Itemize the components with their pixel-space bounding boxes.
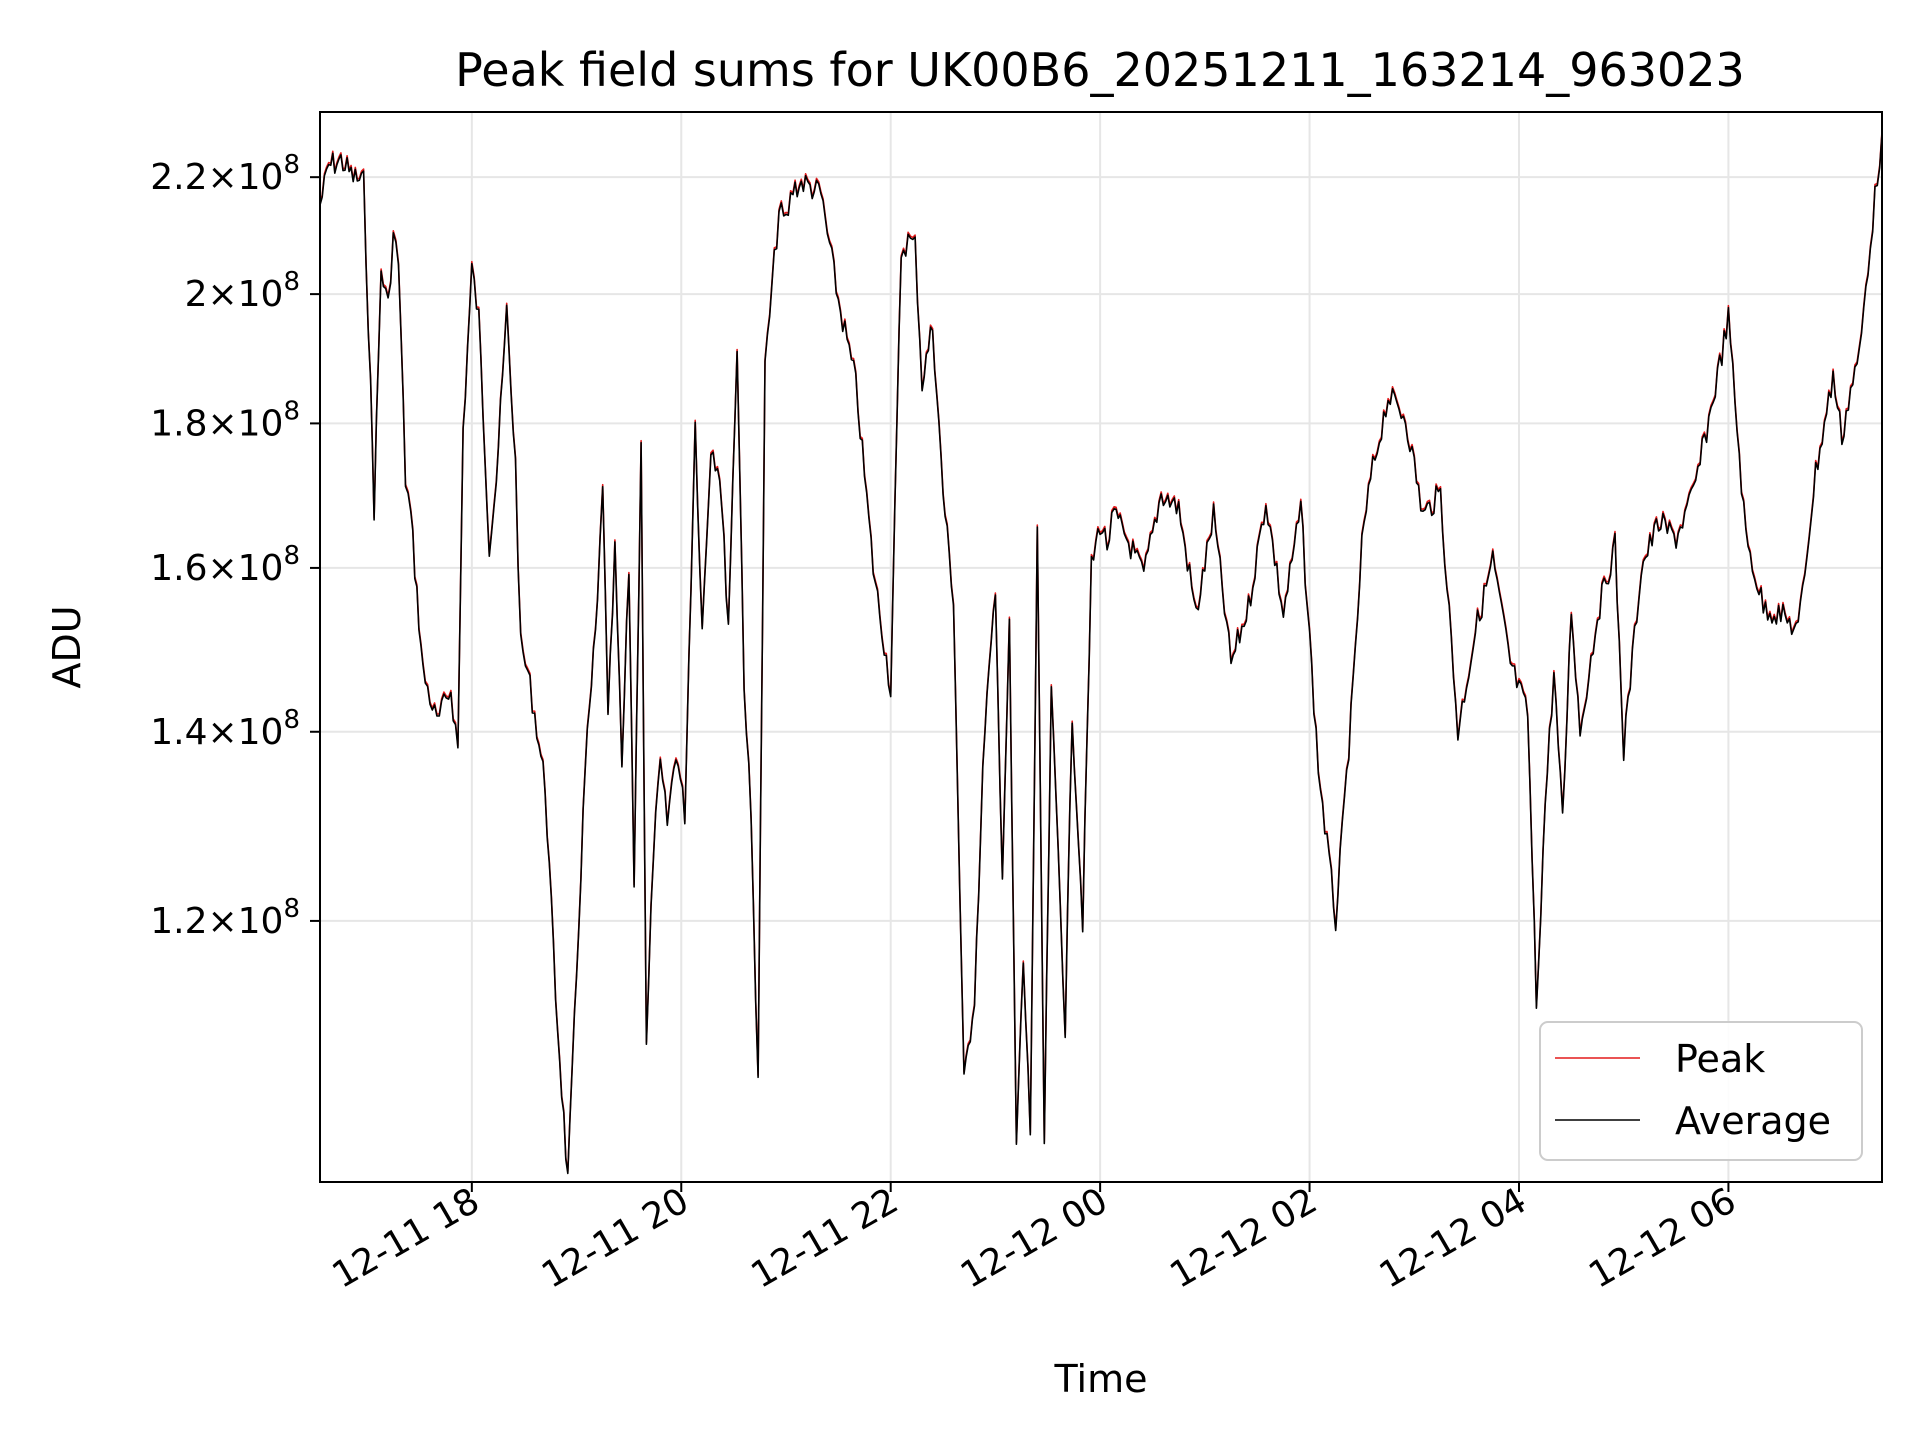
legend-box	[1539, 1021, 1863, 1161]
y-axis-label: ADU	[45, 605, 89, 688]
legend-label-peak: Peak	[1675, 1037, 1765, 1081]
chart-title: Peak field sums for UK00B6_20251211_1632…	[455, 43, 1745, 97]
x-axis-label: Time	[1054, 1357, 1148, 1401]
y-axis: 1.2×108 1.4×108 1.6×108 1.8×108 2×108 2.2×108	[150, 150, 320, 942]
y-tick-label-5: 2.2×108	[150, 150, 300, 198]
y-tick-label-2: 1.6×108	[150, 541, 300, 589]
series-line-average	[319, 133, 1883, 1175]
x-tick-label-4: 12-12 02	[1163, 1180, 1324, 1296]
series-layer	[319, 131, 1883, 1175]
x-tick-label-2: 12-11 22	[745, 1180, 906, 1296]
gridlines	[320, 112, 1882, 1182]
y-tick-label-1: 1.4×108	[150, 705, 300, 753]
x-axis: 12-11 18 12-11 20 12-11 22 12-12 00 12-12 02…	[326, 1180, 1743, 1296]
legend-label-average: Average	[1675, 1099, 1831, 1143]
x-tick-label-6: 12-12 06	[1582, 1180, 1743, 1296]
y-tick-label-0: 1.2×108	[150, 894, 300, 942]
legend: Peak Average	[1539, 1021, 1863, 1161]
x-tick-label-1: 12-11 20	[535, 1180, 696, 1296]
x-tick-label-0: 12-11 18	[326, 1180, 487, 1296]
x-tick-label-5: 12-12 04	[1373, 1180, 1534, 1296]
y-tick-label-4: 2×108	[185, 267, 300, 315]
y-tick-label-3: 1.8×108	[150, 396, 300, 444]
x-tick-label-3: 12-12 00	[954, 1180, 1115, 1296]
